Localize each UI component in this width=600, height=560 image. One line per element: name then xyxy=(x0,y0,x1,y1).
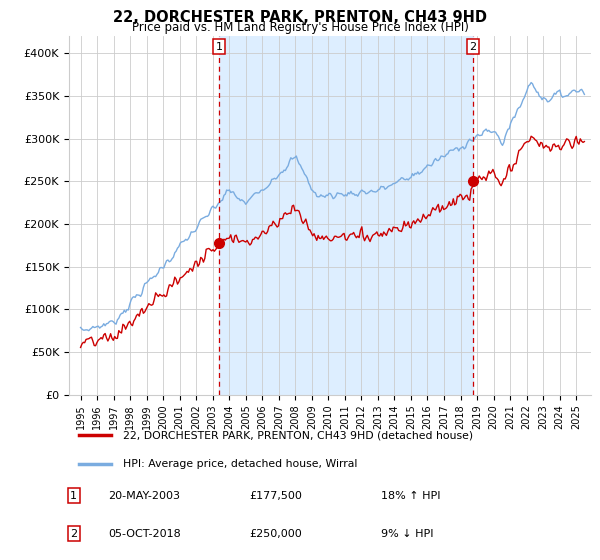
Text: HPI: Average price, detached house, Wirral: HPI: Average price, detached house, Wirr… xyxy=(123,459,358,469)
Text: 1: 1 xyxy=(215,41,223,52)
Text: 2: 2 xyxy=(70,529,77,539)
Text: 1: 1 xyxy=(70,491,77,501)
Text: 2: 2 xyxy=(469,41,476,52)
Text: Price paid vs. HM Land Registry's House Price Index (HPI): Price paid vs. HM Land Registry's House … xyxy=(131,21,469,34)
Text: 9% ↓ HPI: 9% ↓ HPI xyxy=(381,529,433,539)
Text: £177,500: £177,500 xyxy=(249,491,302,501)
Text: 05-OCT-2018: 05-OCT-2018 xyxy=(108,529,181,539)
Text: 22, DORCHESTER PARK, PRENTON, CH43 9HD (detached house): 22, DORCHESTER PARK, PRENTON, CH43 9HD (… xyxy=(123,430,473,440)
Text: 18% ↑ HPI: 18% ↑ HPI xyxy=(381,491,440,501)
Text: 20-MAY-2003: 20-MAY-2003 xyxy=(108,491,180,501)
Text: 22, DORCHESTER PARK, PRENTON, CH43 9HD: 22, DORCHESTER PARK, PRENTON, CH43 9HD xyxy=(113,10,487,25)
Bar xyxy=(219,36,473,395)
Text: £250,000: £250,000 xyxy=(249,529,302,539)
